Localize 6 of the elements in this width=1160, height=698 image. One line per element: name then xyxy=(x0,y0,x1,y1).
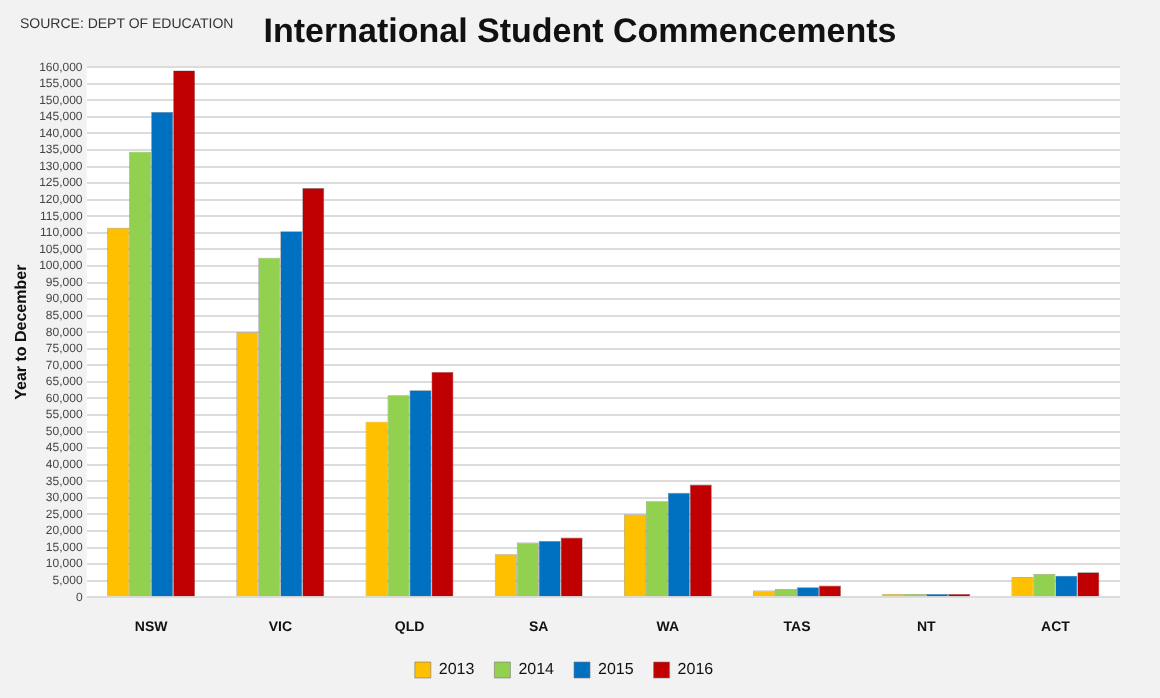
legend-label: 2016 xyxy=(677,660,715,679)
legend-label: 2015 xyxy=(598,660,635,679)
chart-title: International Student Commencements xyxy=(263,12,897,50)
legend-label: 2013 xyxy=(438,660,476,679)
legend-label: 2014 xyxy=(518,660,556,679)
y-axis-title: Year to December xyxy=(12,264,31,400)
